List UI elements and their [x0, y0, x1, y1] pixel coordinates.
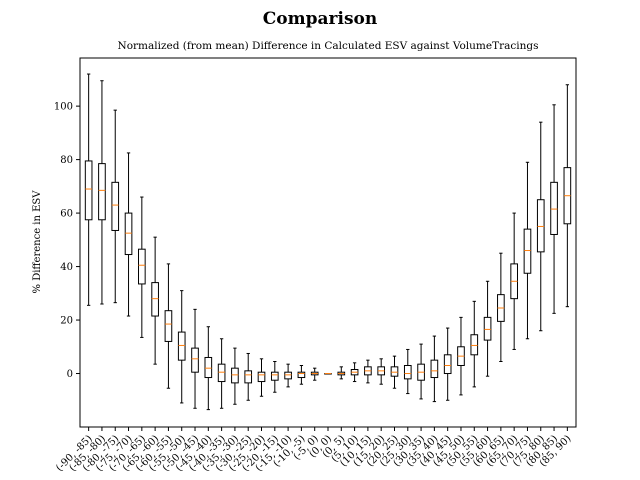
- box: [124, 212, 133, 256]
- box: [257, 371, 266, 383]
- y-tick-label: 80: [60, 155, 73, 166]
- box: [111, 181, 120, 231]
- box: [164, 310, 173, 342]
- y-tick-label: 20: [60, 316, 73, 327]
- box: [231, 367, 239, 384]
- box: [177, 331, 186, 361]
- box: [536, 199, 545, 253]
- y-tick-label: 0: [67, 369, 73, 380]
- box: [204, 356, 213, 379]
- y-tick-label: 100: [54, 102, 73, 113]
- box: [138, 248, 146, 285]
- box: [191, 347, 199, 373]
- box: [244, 370, 253, 384]
- chart-subtitle: Normalized (from mean) Difference in Cal…: [118, 40, 539, 52]
- box: [483, 316, 492, 341]
- box: [284, 371, 292, 380]
- box: [270, 371, 279, 381]
- chart-title: Comparison: [263, 9, 377, 29]
- box: [390, 366, 399, 377]
- box: [443, 354, 452, 375]
- box: [217, 363, 226, 383]
- box: [297, 371, 306, 379]
- y-tick-label: 60: [60, 209, 73, 220]
- box: [84, 160, 93, 221]
- box: [430, 359, 439, 379]
- y-tick-label: 40: [60, 262, 73, 273]
- y-axis-label: % Difference in ESV: [32, 190, 43, 294]
- box: [470, 334, 479, 356]
- box: [523, 228, 532, 274]
- plot-frame: [79, 57, 577, 428]
- box: [151, 282, 159, 317]
- box: [403, 365, 412, 380]
- box: [98, 163, 106, 221]
- box: [550, 181, 558, 235]
